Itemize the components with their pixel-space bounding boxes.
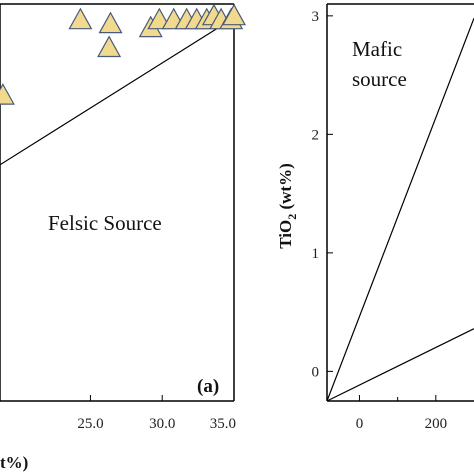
triangle-data-point — [68, 7, 93, 30]
panel-a-x-ticks: 25.0 30.0 35.0 — [77, 395, 236, 432]
svg-text:TiO2 (wt%): TiO2 (wt%) — [276, 163, 299, 249]
panel-b-y-axis-label: TiO2 (wt%) — [276, 163, 299, 249]
panel-a-x-tick-label: 25.0 — [77, 416, 103, 432]
panel-b-y-tick-label: 3 — [312, 9, 320, 25]
panel-b-x-tick-label: 200 — [425, 416, 448, 432]
y-label-main: TiO — [276, 220, 295, 249]
triangle-data-point — [0, 83, 15, 105]
panel-a-x-tick-label: 30.0 — [149, 416, 175, 432]
mafic-label: Mafic — [352, 37, 402, 61]
panel-b-y-ticks: 0 1 2 3 — [312, 9, 333, 380]
panel-b-boundary-line — [326, 18, 474, 402]
y-label-units: (wt%) — [276, 163, 295, 214]
panel-b-y-tick-label: 2 — [312, 127, 320, 143]
triangle-data-point — [97, 35, 122, 58]
panel-a-label: (a) — [197, 376, 219, 397]
triangle-data-point — [221, 3, 247, 26]
y-label-subscript: 2 — [285, 214, 299, 220]
panel-b-x-ticks: 0 200 — [356, 395, 447, 432]
panel-a-x-axis-label: t%) — [0, 453, 28, 472]
triangle-data-point — [98, 11, 123, 34]
chart-panel-a: 25.0 30.0 35.0 Felsic Source (a) t%) — [0, 3, 247, 472]
panel-b-boundary-line — [326, 328, 474, 402]
panel-b-x-tick-label: 0 — [356, 416, 364, 432]
source-label: source — [352, 67, 407, 91]
panel-b-y-tick-label: 0 — [312, 364, 320, 380]
panel-b-boundary-lines — [326, 18, 474, 402]
panel-a-boundary-line — [0, 17, 235, 166]
felsic-source-label: Felsic Source — [48, 211, 162, 235]
panel-a-x-tick-label: 35.0 — [210, 416, 236, 432]
panel-b-y-tick-label: 1 — [312, 246, 320, 262]
panel-a-points — [0, 3, 247, 105]
